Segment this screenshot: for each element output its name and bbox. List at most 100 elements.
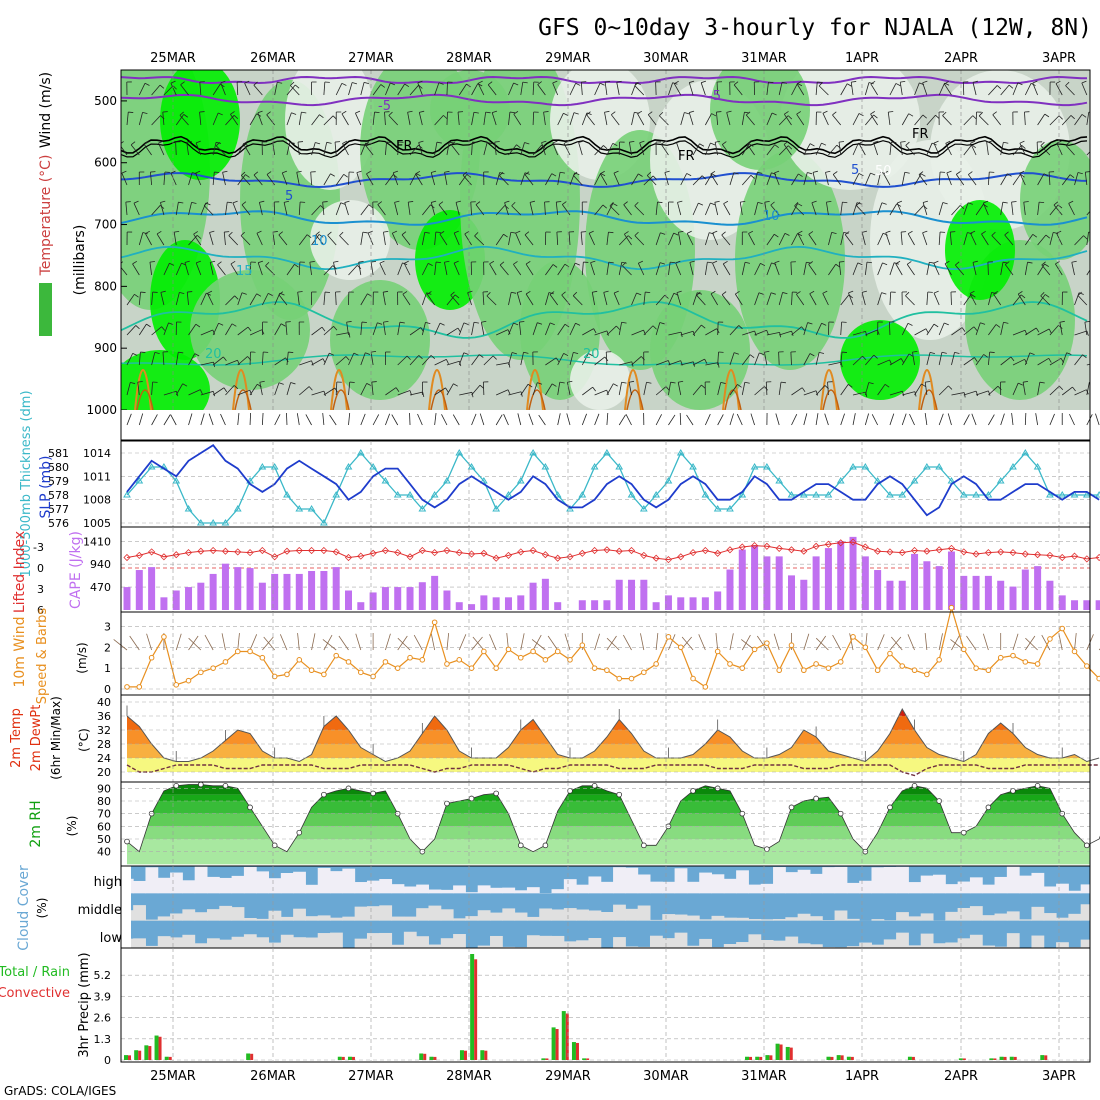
wind-barb <box>643 382 647 396</box>
cape-bar <box>972 575 980 610</box>
y-tick-label: 40 <box>97 846 111 859</box>
wind-barb <box>838 142 842 156</box>
wind-barb-flag <box>907 230 913 235</box>
wind-speed-point <box>616 675 623 682</box>
lifted-index-point <box>763 542 771 550</box>
wind-barb-flag <box>227 201 233 204</box>
wind-barb <box>355 633 362 651</box>
wind-barb-flag <box>602 204 607 209</box>
wind-barb-flag <box>515 230 521 234</box>
wind-barb-flag <box>487 142 493 145</box>
wind-barb <box>146 633 152 651</box>
wind-barb <box>209 232 214 246</box>
wind-barb-flag <box>764 200 770 203</box>
precip-convective-bar <box>1044 1055 1048 1060</box>
wind-barb <box>138 292 141 306</box>
wind-barb <box>721 294 731 306</box>
wind-barb-flag <box>170 80 176 84</box>
panel-frame <box>120 611 1091 696</box>
wind-barb <box>397 637 411 651</box>
wind-barb-flag <box>677 200 683 203</box>
wind-barb <box>877 202 883 216</box>
wind-barb-flag <box>306 234 312 238</box>
wind-barb <box>555 202 559 216</box>
cloud-cell <box>859 942 872 948</box>
rh-legend-swatch <box>39 283 52 336</box>
wind-barb-flag <box>1053 201 1059 206</box>
wind-barb-flag <box>757 171 763 174</box>
wind-barb <box>815 637 829 651</box>
wind-barb-flag <box>1044 294 1050 298</box>
wind-barb <box>981 233 989 246</box>
wind-barb <box>1041 634 1051 651</box>
lifted-index-point <box>1046 551 1054 559</box>
wind-barb <box>417 413 423 426</box>
wind-barb <box>200 292 207 306</box>
thickness-point <box>172 477 181 484</box>
wind-barb <box>924 633 928 651</box>
cloud-cell <box>206 938 220 948</box>
cloud-cell <box>1068 913 1082 921</box>
y-tick-label: 579 <box>48 475 69 488</box>
wind-barb <box>938 385 949 396</box>
wind-barb <box>323 142 328 156</box>
wind-barb <box>975 204 984 216</box>
cloud-cell <box>268 942 282 948</box>
cloud-cell <box>539 935 553 948</box>
cloud-cell <box>1093 920 1100 921</box>
wind-barb-flag <box>451 141 456 146</box>
wind-barb-flag <box>524 171 530 176</box>
cloud-cell <box>256 937 270 948</box>
wind-barb-flag <box>715 140 721 143</box>
thickness-point <box>529 449 537 456</box>
wind-barb <box>156 233 165 246</box>
thickness-point <box>590 463 599 470</box>
top-date-axis: 25MAR 26MAR 27MAR 28MAR 29MAR 30MAR 31MAR 1APR 2… <box>150 51 1076 66</box>
wind-barb-flag <box>1019 170 1025 174</box>
y-tick-label: 1000 <box>86 403 117 417</box>
wind-barb <box>249 293 257 306</box>
cloud-cell <box>957 938 971 948</box>
cloud-cell <box>994 876 1008 894</box>
wind-barb <box>372 84 382 96</box>
wind-barb <box>754 329 767 336</box>
cloud-cell <box>699 919 713 921</box>
wind-barb <box>581 262 584 276</box>
y-tick-label: 470 <box>90 581 111 594</box>
cape-bar <box>738 549 746 610</box>
wind-barb-flag <box>862 355 867 361</box>
top-date-label: 26MAR <box>250 51 296 66</box>
wind-barb-flag <box>161 326 166 331</box>
wind-barb <box>311 326 323 336</box>
wind-barb-flag <box>809 353 815 357</box>
lifted-index-point <box>246 549 254 557</box>
precip-convective-bar <box>545 1058 549 1060</box>
wind-barb <box>240 235 251 246</box>
cloud-cell <box>1056 917 1069 921</box>
y-tick-label: 6 <box>37 604 44 617</box>
cloud-cell <box>945 942 959 948</box>
thickness-point <box>799 491 808 498</box>
lifted-index-point <box>1034 551 1042 559</box>
wind-barb-flag <box>507 389 511 395</box>
cape-bar <box>369 592 377 610</box>
wind-barb-flag <box>873 354 878 359</box>
wind-barb <box>864 413 869 426</box>
precip-total-bar <box>571 1042 576 1060</box>
precip-total-bar <box>1040 1055 1045 1060</box>
wind-barb-flag <box>193 231 198 235</box>
rh-point <box>247 804 253 811</box>
wind-barb-flag <box>660 141 666 145</box>
wind-barb <box>208 413 214 426</box>
wind-barb <box>132 263 140 276</box>
lifted-index-point <box>935 546 943 554</box>
wind-barb-flag <box>696 291 701 296</box>
wind-barb <box>557 382 561 396</box>
wind-barb <box>421 322 426 336</box>
wind-barb <box>631 173 639 186</box>
wind-barb <box>348 171 350 186</box>
cloud-cell <box>428 889 442 894</box>
cloud-cell <box>428 905 442 921</box>
wind-barb-flag <box>905 291 910 297</box>
wind-barb-flag <box>1083 235 1088 240</box>
